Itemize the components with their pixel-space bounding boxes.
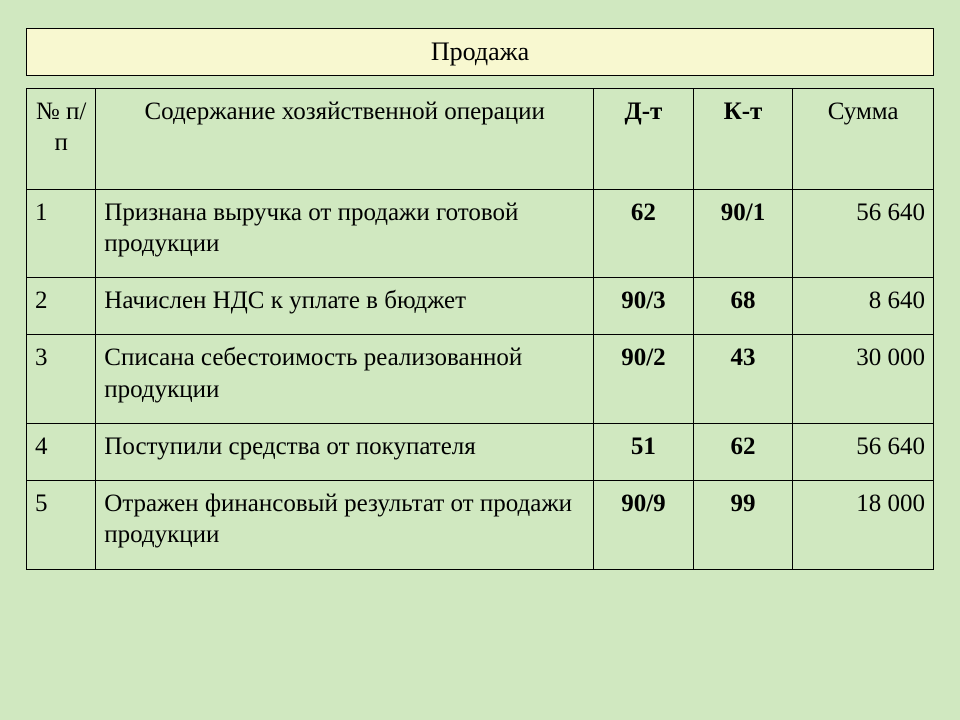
cell-sum: 8 640 (793, 278, 934, 335)
cell-sum: 30 000 (793, 335, 934, 424)
table-row: 2 Начислен НДС к уплате в бюджет 90/3 68… (27, 278, 934, 335)
cell-sum: 56 640 (793, 189, 934, 278)
table-row: 5 Отражен финансовый результат от продаж… (27, 481, 934, 570)
page-title: Продажа (26, 28, 934, 76)
cell-kt: 68 (693, 278, 793, 335)
cell-num: 4 (27, 423, 96, 480)
cell-dt: 90/9 (594, 481, 694, 570)
sales-table: № п/п Содержание хозяйственной операции … (26, 88, 934, 570)
col-header-kt: К-т (693, 89, 793, 190)
cell-dt: 62 (594, 189, 694, 278)
cell-num: 3 (27, 335, 96, 424)
cell-sum: 18 000 (793, 481, 934, 570)
cell-kt: 99 (693, 481, 793, 570)
cell-num: 1 (27, 189, 96, 278)
cell-dt: 90/2 (594, 335, 694, 424)
col-header-dt: Д-т (594, 89, 694, 190)
col-header-num: № п/п (27, 89, 96, 190)
table-body: 1 Признана выручка от продажи готовой пр… (27, 189, 934, 569)
cell-sum: 56 640 (793, 423, 934, 480)
cell-desc: Списана себестоимость реализованной прод… (96, 335, 594, 424)
table-header-row: № п/п Содержание хозяйственной операции … (27, 89, 934, 190)
table-row: 4 Поступили средства от покупателя 51 62… (27, 423, 934, 480)
table-row: 1 Признана выручка от продажи готовой пр… (27, 189, 934, 278)
cell-num: 5 (27, 481, 96, 570)
cell-kt: 62 (693, 423, 793, 480)
cell-desc: Отражен финансовый результат от продажи … (96, 481, 594, 570)
cell-kt: 43 (693, 335, 793, 424)
col-header-sum: Сумма (793, 89, 934, 190)
cell-dt: 90/3 (594, 278, 694, 335)
cell-desc: Начислен НДС к уплате в бюджет (96, 278, 594, 335)
cell-desc: Признана выручка от продажи готовой прод… (96, 189, 594, 278)
col-header-desc: Содержание хозяйственной операции (96, 89, 594, 190)
cell-kt: 90/1 (693, 189, 793, 278)
cell-num: 2 (27, 278, 96, 335)
cell-dt: 51 (594, 423, 694, 480)
table-row: 3 Списана себестоимость реализованной пр… (27, 335, 934, 424)
cell-desc: Поступили средства от покупателя (96, 423, 594, 480)
